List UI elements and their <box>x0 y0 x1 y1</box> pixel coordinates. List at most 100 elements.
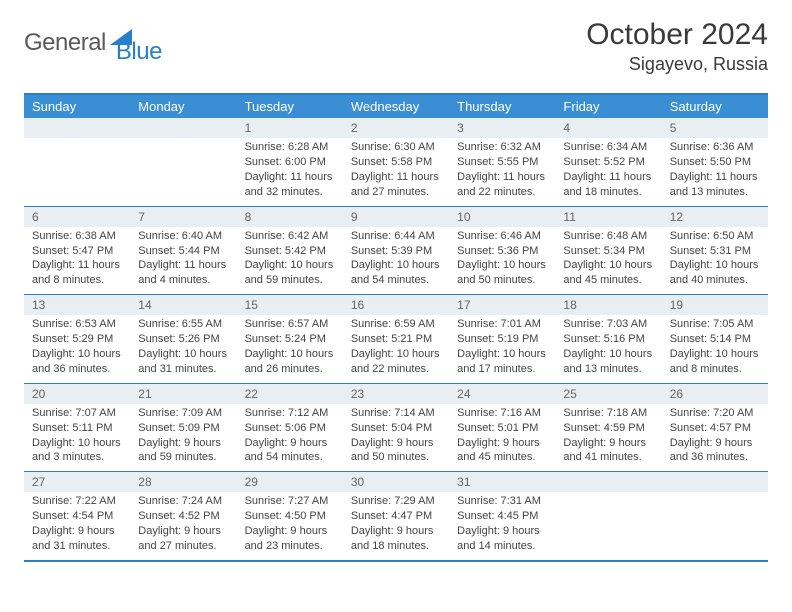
cell-body: Sunrise: 6:34 AMSunset: 5:52 PMDaylight:… <box>555 138 661 205</box>
daylight-text: Daylight: 10 hours and 22 minutes. <box>351 347 441 377</box>
sunrise-text: Sunrise: 6:28 AM <box>245 140 335 155</box>
daylight-text: Daylight: 9 hours and 23 minutes. <box>245 524 335 554</box>
date-number: 19 <box>662 295 768 315</box>
calendar-cell <box>662 472 768 560</box>
calendar-cell: 21Sunrise: 7:09 AMSunset: 5:09 PMDayligh… <box>130 384 236 472</box>
calendar-cell: 27Sunrise: 7:22 AMSunset: 4:54 PMDayligh… <box>24 472 130 560</box>
daylight-text: Daylight: 9 hours and 41 minutes. <box>563 436 653 466</box>
sunrise-text: Sunrise: 7:03 AM <box>563 317 653 332</box>
cell-body: Sunrise: 7:18 AMSunset: 4:59 PMDaylight:… <box>555 404 661 471</box>
daylight-text: Daylight: 9 hours and 14 minutes. <box>457 524 547 554</box>
daylight-text: Daylight: 9 hours and 27 minutes. <box>138 524 228 554</box>
sunrise-text: Sunrise: 6:46 AM <box>457 229 547 244</box>
day-header: Sunday <box>24 95 130 118</box>
calendar-cell <box>555 472 661 560</box>
page-title: October 2024 <box>586 18 768 52</box>
date-number: 30 <box>343 472 449 492</box>
cell-body: Sunrise: 6:50 AMSunset: 5:31 PMDaylight:… <box>662 227 768 294</box>
date-number: 8 <box>237 207 343 227</box>
daylight-text: Daylight: 9 hours and 31 minutes. <box>32 524 122 554</box>
sunrise-text: Sunrise: 6:42 AM <box>245 229 335 244</box>
sunset-text: Sunset: 5:58 PM <box>351 155 441 170</box>
calendar-cell: 16Sunrise: 6:59 AMSunset: 5:21 PMDayligh… <box>343 295 449 383</box>
sunrise-text: Sunrise: 7:22 AM <box>32 494 122 509</box>
calendar-week: 27Sunrise: 7:22 AMSunset: 4:54 PMDayligh… <box>24 471 768 560</box>
cell-body: Sunrise: 7:03 AMSunset: 5:16 PMDaylight:… <box>555 315 661 382</box>
daylight-text: Daylight: 11 hours and 27 minutes. <box>351 170 441 200</box>
cell-body <box>24 138 130 146</box>
sunset-text: Sunset: 4:54 PM <box>32 509 122 524</box>
sunrise-text: Sunrise: 7:01 AM <box>457 317 547 332</box>
date-number: 7 <box>130 207 236 227</box>
daylight-text: Daylight: 10 hours and 17 minutes. <box>457 347 547 377</box>
daylight-text: Daylight: 10 hours and 36 minutes. <box>32 347 122 377</box>
cell-body: Sunrise: 6:38 AMSunset: 5:47 PMDaylight:… <box>24 227 130 294</box>
daylight-text: Daylight: 10 hours and 45 minutes. <box>563 258 653 288</box>
sunrise-text: Sunrise: 7:29 AM <box>351 494 441 509</box>
cell-body: Sunrise: 6:55 AMSunset: 5:26 PMDaylight:… <box>130 315 236 382</box>
calendar-week: 6Sunrise: 6:38 AMSunset: 5:47 PMDaylight… <box>24 206 768 295</box>
daylight-text: Daylight: 9 hours and 59 minutes. <box>138 436 228 466</box>
day-header: Thursday <box>449 95 555 118</box>
date-number: 18 <box>555 295 661 315</box>
sunrise-text: Sunrise: 7:09 AM <box>138 406 228 421</box>
calendar-cell: 9Sunrise: 6:44 AMSunset: 5:39 PMDaylight… <box>343 207 449 295</box>
cell-body: Sunrise: 7:22 AMSunset: 4:54 PMDaylight:… <box>24 492 130 559</box>
sunset-text: Sunset: 5:11 PM <box>32 421 122 436</box>
calendar-cell: 26Sunrise: 7:20 AMSunset: 4:57 PMDayligh… <box>662 384 768 472</box>
cell-body <box>130 138 236 146</box>
cell-body: Sunrise: 6:28 AMSunset: 6:00 PMDaylight:… <box>237 138 343 205</box>
sunset-text: Sunset: 5:34 PM <box>563 244 653 259</box>
calendar-week: 1Sunrise: 6:28 AMSunset: 6:00 PMDaylight… <box>24 118 768 206</box>
calendar-cell: 28Sunrise: 7:24 AMSunset: 4:52 PMDayligh… <box>130 472 236 560</box>
sunset-text: Sunset: 5:09 PM <box>138 421 228 436</box>
sunset-text: Sunset: 4:57 PM <box>670 421 760 436</box>
calendar-cell: 10Sunrise: 6:46 AMSunset: 5:36 PMDayligh… <box>449 207 555 295</box>
cell-body: Sunrise: 6:48 AMSunset: 5:34 PMDaylight:… <box>555 227 661 294</box>
date-number: 12 <box>662 207 768 227</box>
date-number: 3 <box>449 118 555 138</box>
calendar-cell: 12Sunrise: 6:50 AMSunset: 5:31 PMDayligh… <box>662 207 768 295</box>
sunrise-text: Sunrise: 6:48 AM <box>563 229 653 244</box>
sunset-text: Sunset: 5:14 PM <box>670 332 760 347</box>
calendar-cell: 18Sunrise: 7:03 AMSunset: 5:16 PMDayligh… <box>555 295 661 383</box>
page-subtitle: Sigayevo, Russia <box>586 54 768 75</box>
cell-body: Sunrise: 7:05 AMSunset: 5:14 PMDaylight:… <box>662 315 768 382</box>
date-number: 11 <box>555 207 661 227</box>
calendar-cell: 19Sunrise: 7:05 AMSunset: 5:14 PMDayligh… <box>662 295 768 383</box>
sunrise-text: Sunrise: 7:16 AM <box>457 406 547 421</box>
calendar-cell: 5Sunrise: 6:36 AMSunset: 5:50 PMDaylight… <box>662 118 768 206</box>
daylight-text: Daylight: 10 hours and 59 minutes. <box>245 258 335 288</box>
date-number: 13 <box>24 295 130 315</box>
date-number <box>130 118 236 138</box>
day-header: Saturday <box>662 95 768 118</box>
calendar-cell <box>24 118 130 206</box>
date-number <box>662 472 768 492</box>
calendar-cell: 14Sunrise: 6:55 AMSunset: 5:26 PMDayligh… <box>130 295 236 383</box>
sunrise-text: Sunrise: 6:38 AM <box>32 229 122 244</box>
sunrise-text: Sunrise: 6:30 AM <box>351 140 441 155</box>
cell-body: Sunrise: 7:29 AMSunset: 4:47 PMDaylight:… <box>343 492 449 559</box>
calendar-weeks: 1Sunrise: 6:28 AMSunset: 6:00 PMDaylight… <box>24 118 768 560</box>
day-header: Friday <box>555 95 661 118</box>
date-number: 24 <box>449 384 555 404</box>
sunrise-text: Sunrise: 7:14 AM <box>351 406 441 421</box>
daylight-text: Daylight: 9 hours and 36 minutes. <box>670 436 760 466</box>
sunrise-text: Sunrise: 6:44 AM <box>351 229 441 244</box>
date-number: 10 <box>449 207 555 227</box>
calendar-week: 13Sunrise: 6:53 AMSunset: 5:29 PMDayligh… <box>24 294 768 383</box>
sunset-text: Sunset: 4:47 PM <box>351 509 441 524</box>
logo-text-general: General <box>24 29 106 57</box>
daylight-text: Daylight: 10 hours and 50 minutes. <box>457 258 547 288</box>
date-number: 26 <box>662 384 768 404</box>
sunrise-text: Sunrise: 7:07 AM <box>32 406 122 421</box>
date-number: 5 <box>662 118 768 138</box>
calendar-cell: 7Sunrise: 6:40 AMSunset: 5:44 PMDaylight… <box>130 207 236 295</box>
sunset-text: Sunset: 5:24 PM <box>245 332 335 347</box>
sunset-text: Sunset: 5:16 PM <box>563 332 653 347</box>
date-number: 27 <box>24 472 130 492</box>
sunset-text: Sunset: 4:52 PM <box>138 509 228 524</box>
cell-body: Sunrise: 7:24 AMSunset: 4:52 PMDaylight:… <box>130 492 236 559</box>
day-header: Monday <box>130 95 236 118</box>
sunset-text: Sunset: 5:01 PM <box>457 421 547 436</box>
